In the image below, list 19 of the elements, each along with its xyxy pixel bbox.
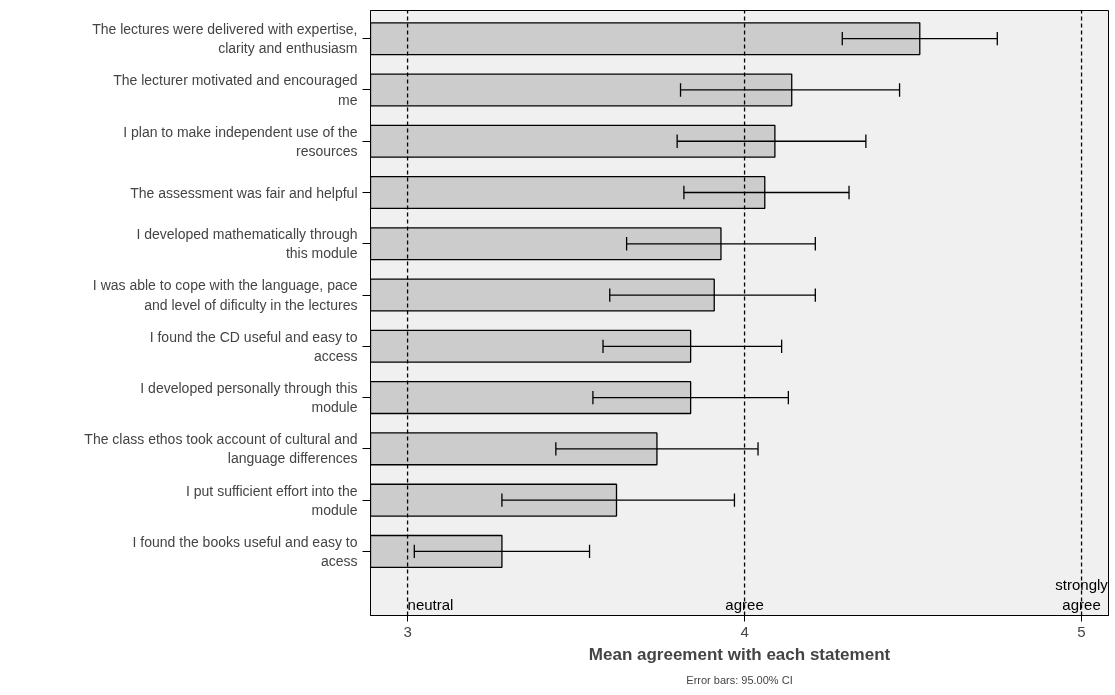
y-tick-label: I put sufficient effort into the module [186,482,358,518]
y-tick-label: I was able to cope with the language, pace and level of dificulty in the lectures [92,277,358,313]
x-tick-label: 3 [403,622,412,640]
x-axis-title: Mean agreement with each statement [588,644,891,664]
y-tick-label: The lectures were delivered with expertise, clarity and enthusiasm [92,21,358,57]
text: Error bars: 95.00% CI [686,673,793,686]
y-tick-label: I developed mathematically through this module [136,226,358,262]
y-tick-label: The assessment was fair and helpful [130,184,358,201]
x-tick-label: 5 [1077,622,1086,640]
y-tick-label: I found the books useful and easy to acess [132,533,358,570]
y-tick-label: The class ethos took account of cultural and language differences [84,431,358,467]
y-tick-label: I plan to make independent use of the resources [123,123,358,159]
ref-line-label: strongly agree [1055,575,1109,613]
y-tick-label: I developed personally through this module [140,380,358,416]
ref-line-label: neutral [407,595,454,613]
x-tick-label: 4 [740,622,749,640]
y-tick-label: I found the CD useful and easy to access [149,328,358,364]
y-tick-label: The lecturer motivated and encouraged me [113,72,358,108]
ref-line-label: agree [725,595,764,613]
